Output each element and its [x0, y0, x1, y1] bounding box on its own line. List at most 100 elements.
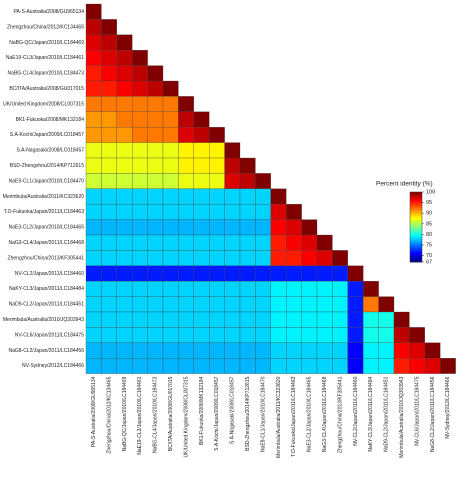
heatmap-cell [147, 204, 164, 220]
row-label: NaG8-CL2/Japan/2011/LC184456 [8, 348, 84, 354]
colorbar-segment [410, 230, 422, 233]
heatmap-cell [224, 219, 241, 236]
heatmap-cell [162, 111, 179, 128]
heatmap-cell [301, 311, 318, 328]
heatmap-cell [301, 281, 318, 297]
column-label: PA-S-Australia/2008/GU965134 [91, 376, 97, 447]
heatmap-cell [270, 281, 287, 297]
heatmap-cell [270, 342, 287, 359]
column-label: Zhengzhou/China/2013/KF305441 [337, 376, 343, 453]
heatmap-cell [116, 265, 133, 282]
heatmap-cell [301, 234, 318, 251]
colorbar-segment [410, 234, 422, 236]
heatmap-cell [116, 173, 133, 189]
heatmap-cell [270, 358, 287, 374]
heatmap-cell [147, 296, 164, 313]
row-label: BC/ITA/Australia/2008/GU017015 [9, 86, 84, 92]
row-label: NV-Sydney/2012/LC184466 [22, 363, 84, 369]
heatmap-cell [116, 342, 133, 359]
heatmap-cell [224, 173, 241, 189]
colorbar-segment [410, 195, 422, 198]
heatmap-cell [116, 157, 133, 174]
heatmap-cell [332, 342, 348, 359]
heatmap-cell [347, 311, 364, 328]
heatmap-cell [209, 281, 225, 297]
heatmap-cell [393, 311, 410, 328]
heatmap-cell [85, 311, 102, 328]
colorbar-segment [410, 221, 422, 223]
heatmap-cell [316, 250, 333, 266]
heatmap-cell [301, 296, 318, 313]
heatmap-cell [193, 173, 210, 189]
colorbar-segment [410, 222, 422, 224]
heatmap-cell [378, 296, 395, 313]
heatmap-cell [255, 234, 271, 251]
heatmap-cell [147, 250, 164, 266]
heatmap-cell [132, 358, 148, 374]
column-label: NaG3-CL4/Japan/2011/LC184468 [322, 376, 328, 452]
colorbar-segment [410, 193, 422, 195]
heatmap-cell [286, 342, 302, 359]
heatmap-cell [193, 358, 210, 374]
heatmap-cell [147, 265, 164, 282]
heatmap-cell [147, 111, 164, 128]
heatmap-cell [363, 281, 379, 297]
heatmap-cell [378, 327, 395, 343]
column-label: T.O-Fukuoka/Japan/2011/LC184463 [291, 376, 297, 456]
heatmap-cell [209, 173, 225, 189]
heatmap-cell [147, 219, 164, 236]
colorbar-segment [410, 214, 422, 216]
colorbar-segment [410, 231, 422, 234]
heatmap-cell [255, 265, 271, 282]
colorbar-segment [410, 256, 422, 258]
heatmap-cell [209, 342, 225, 359]
heatmap-cell [332, 296, 348, 313]
heatmap-cell [85, 127, 102, 143]
heatmap-cell [286, 204, 302, 220]
heatmap-cell [239, 204, 256, 220]
heatmap-cell [286, 358, 302, 374]
heatmap-cell [178, 358, 194, 374]
row-label: Zhengzhou/China/2012/KC134465 [7, 24, 84, 30]
colorbar-segment [410, 235, 422, 237]
heatmap-cell [132, 342, 148, 359]
colorbar-segment [410, 246, 422, 249]
heatmap-cell [409, 342, 425, 359]
heatmap-cell [178, 127, 194, 143]
heatmap-cell [224, 157, 241, 174]
colorbar-segment [410, 260, 422, 263]
heatmap-cell [363, 296, 379, 313]
heatmap-cell [286, 219, 302, 236]
heatmap-cell [239, 296, 256, 313]
heatmap-cell [147, 358, 164, 374]
column-label: NaE3-CL2/Japan/2010/LC184465 [307, 376, 313, 452]
colorbar-tick-label: 75 [426, 242, 432, 248]
heatmap-cell [209, 157, 225, 174]
heatmap-cell [209, 142, 225, 159]
row-label: T.O-Fukuoka/Japan/2011/LC184463 [4, 209, 84, 215]
heatmap-cell [85, 111, 102, 128]
heatmap-cell [101, 19, 117, 35]
colorbar-segment [410, 200, 422, 202]
heatmap-cell [255, 250, 271, 266]
heatmap-cell [332, 327, 348, 343]
column-label: NV-CL2/Japan/2011/LC184460 [353, 376, 359, 445]
heatmap-cell [132, 219, 148, 236]
heatmap-cell [440, 358, 456, 374]
heatmap-cell [224, 265, 241, 282]
heatmap-cell [424, 358, 441, 374]
colorbar-segment [410, 259, 422, 262]
heatmap-cell [85, 219, 102, 236]
column-label: NaG8-CL2/Japan/2011/LC184456 [430, 376, 436, 452]
heatmap-cell [193, 281, 210, 297]
heatmap-cell [178, 327, 194, 343]
heatmap-cell [101, 342, 117, 359]
heatmap-cell [255, 311, 271, 328]
heatmap-cell [255, 188, 271, 205]
colorbar-tick-label: 90 [426, 211, 432, 217]
heatmap-cell [85, 358, 102, 374]
heatmap-cell [132, 127, 148, 143]
heatmap-cell [239, 265, 256, 282]
heatmap-cell [316, 234, 333, 251]
heatmap-cell [101, 111, 117, 128]
